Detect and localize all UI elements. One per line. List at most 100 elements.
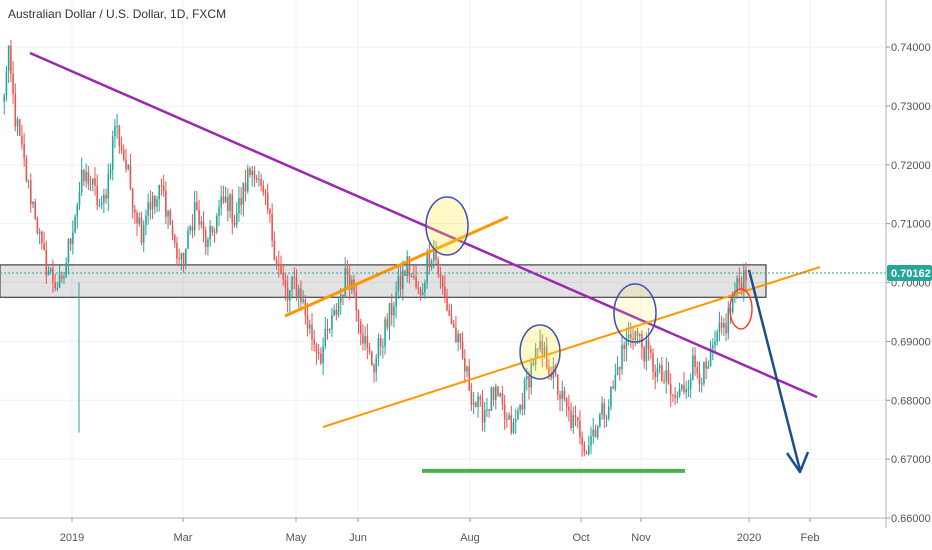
candle-body	[284, 279, 287, 288]
candle-body	[29, 180, 32, 205]
candle-body	[233, 222, 236, 225]
candle-body	[377, 338, 380, 358]
candle-body	[415, 276, 417, 288]
candle-body	[289, 290, 291, 301]
candle-body	[647, 340, 650, 350]
price-axis[interactable]: 0.740000.730000.720000.710000.700000.690…	[886, 42, 931, 525]
candle-body	[692, 355, 694, 380]
candle-body	[698, 373, 701, 384]
candle-body	[386, 319, 389, 328]
candle-body	[556, 374, 559, 395]
x-tick-label: Oct	[572, 532, 589, 544]
candle-body	[663, 381, 665, 383]
candle-body	[632, 338, 634, 340]
candle-body	[72, 232, 74, 245]
candle-body	[583, 444, 586, 453]
candle-body	[322, 346, 324, 364]
candle-body	[211, 226, 214, 232]
candle-body	[590, 436, 592, 446]
time-axis[interactable]: 2019 Mar May Jun Aug Oct Nov 2020 Feb	[60, 518, 820, 544]
candle-body	[594, 429, 597, 438]
candle-body	[167, 210, 169, 217]
y-tick-label: 0.73000	[891, 101, 931, 113]
candle-body	[596, 426, 599, 438]
candle-body	[727, 308, 730, 334]
y-tick-label: 0.67000	[891, 454, 931, 466]
candle-body	[224, 196, 227, 203]
candle-body	[36, 218, 39, 234]
candle-body	[585, 452, 588, 455]
candle-body	[634, 331, 637, 340]
candle-body	[169, 210, 172, 226]
candle-body	[393, 306, 395, 316]
candle-body	[308, 324, 311, 329]
y-tick-label: 0.74000	[891, 42, 931, 54]
candle-body	[738, 277, 741, 284]
candle-body	[625, 337, 628, 349]
candle-body	[320, 353, 322, 364]
candle-body	[444, 287, 446, 297]
candle-body	[680, 384, 683, 390]
candle-body	[472, 402, 475, 405]
candle-body	[384, 319, 386, 347]
candle-body	[125, 159, 127, 169]
candle-body	[198, 209, 200, 225]
candle-body	[178, 258, 180, 260]
y-tick-label: 0.71000	[891, 219, 931, 231]
candle-body	[43, 243, 45, 250]
candle-body	[395, 292, 397, 307]
candle-body	[27, 180, 30, 182]
candle-body	[16, 119, 19, 127]
candle-body	[463, 357, 466, 372]
candle-body	[607, 406, 610, 419]
candle-body	[572, 415, 575, 428]
candle-body	[678, 389, 681, 397]
candle-body	[561, 390, 564, 400]
candle-body	[253, 170, 256, 178]
candle-body	[21, 135, 23, 145]
candle-body	[401, 270, 404, 290]
candle-body	[32, 201, 34, 205]
x-tick-label: Jun	[349, 532, 367, 544]
candle-body	[667, 370, 670, 384]
candle-body	[382, 346, 384, 348]
candle-body	[470, 390, 473, 405]
candle-body	[74, 216, 76, 233]
candle-body	[291, 277, 293, 291]
candle-body	[98, 205, 101, 207]
candle-body	[165, 190, 167, 217]
candle-body	[475, 402, 477, 407]
candle-body	[215, 215, 218, 232]
candle-body	[627, 334, 630, 338]
candle-body	[488, 409, 490, 411]
candle-body	[85, 171, 87, 182]
candle-body	[196, 202, 198, 210]
candle-body	[450, 315, 453, 324]
candle-body	[89, 183, 92, 185]
candle-body	[705, 362, 707, 369]
candle-body	[397, 275, 400, 293]
candle-body	[548, 366, 550, 375]
candle-body	[3, 95, 6, 102]
candle-body	[707, 366, 710, 369]
candle-body	[240, 197, 242, 206]
candle-body	[716, 332, 719, 342]
candle-body	[114, 126, 116, 137]
candle-body	[510, 415, 513, 433]
candle-body	[277, 263, 280, 267]
candle-body	[723, 323, 725, 328]
candle-body	[80, 169, 83, 193]
candle-body	[134, 208, 136, 213]
candle-body	[570, 410, 572, 428]
candle-body	[459, 333, 462, 342]
candle-body	[87, 171, 90, 184]
candle-body	[656, 368, 659, 377]
candle-body	[568, 406, 570, 411]
candle-body	[69, 238, 72, 245]
candle-body	[295, 277, 298, 297]
candle-body	[725, 323, 727, 334]
candle-body	[300, 288, 302, 302]
candle-body	[333, 309, 335, 316]
candle-body	[118, 126, 121, 146]
candle-body	[76, 205, 79, 217]
